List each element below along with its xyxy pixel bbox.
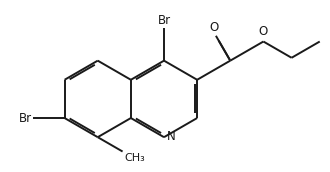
Text: N: N [167,130,176,143]
Text: O: O [210,21,219,34]
Text: O: O [259,25,268,39]
Text: Br: Br [18,112,32,125]
Text: CH₃: CH₃ [124,153,145,163]
Text: Br: Br [157,14,171,27]
